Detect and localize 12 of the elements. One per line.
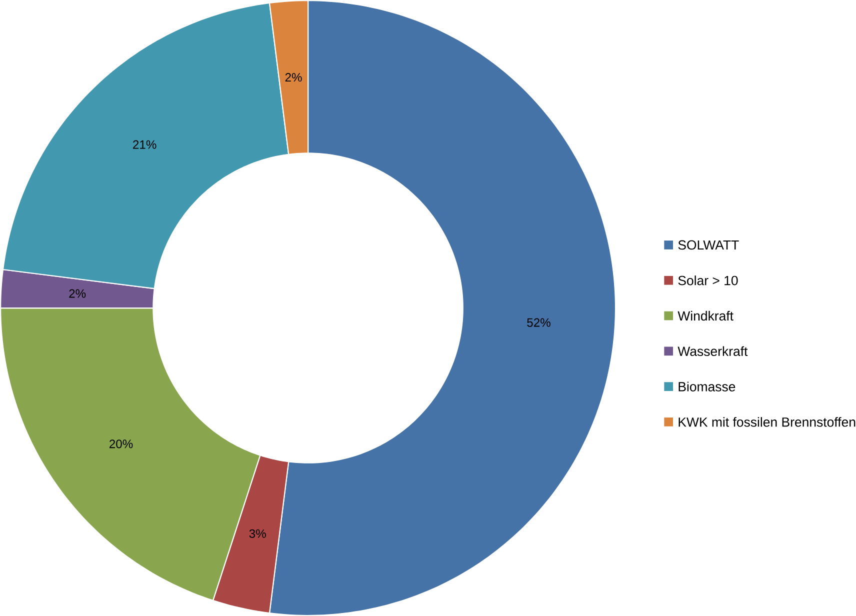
legend-label: KWK mit fossilen Brennstoffen xyxy=(678,417,856,427)
legend-label: Windkraft xyxy=(678,310,734,321)
data-label: 2% xyxy=(69,289,86,298)
data-label: 3% xyxy=(249,529,266,538)
legend-label: SOLWATT xyxy=(678,240,739,250)
data-label: 21% xyxy=(133,140,156,149)
legend-label: Solar > 10 xyxy=(678,276,738,286)
data-label: 20% xyxy=(110,440,133,448)
data-label: 52% xyxy=(527,318,550,327)
legend-label: Biomasse xyxy=(678,382,736,392)
legend-label: Wasserkraft xyxy=(678,346,748,356)
data-label: 2% xyxy=(285,73,302,82)
